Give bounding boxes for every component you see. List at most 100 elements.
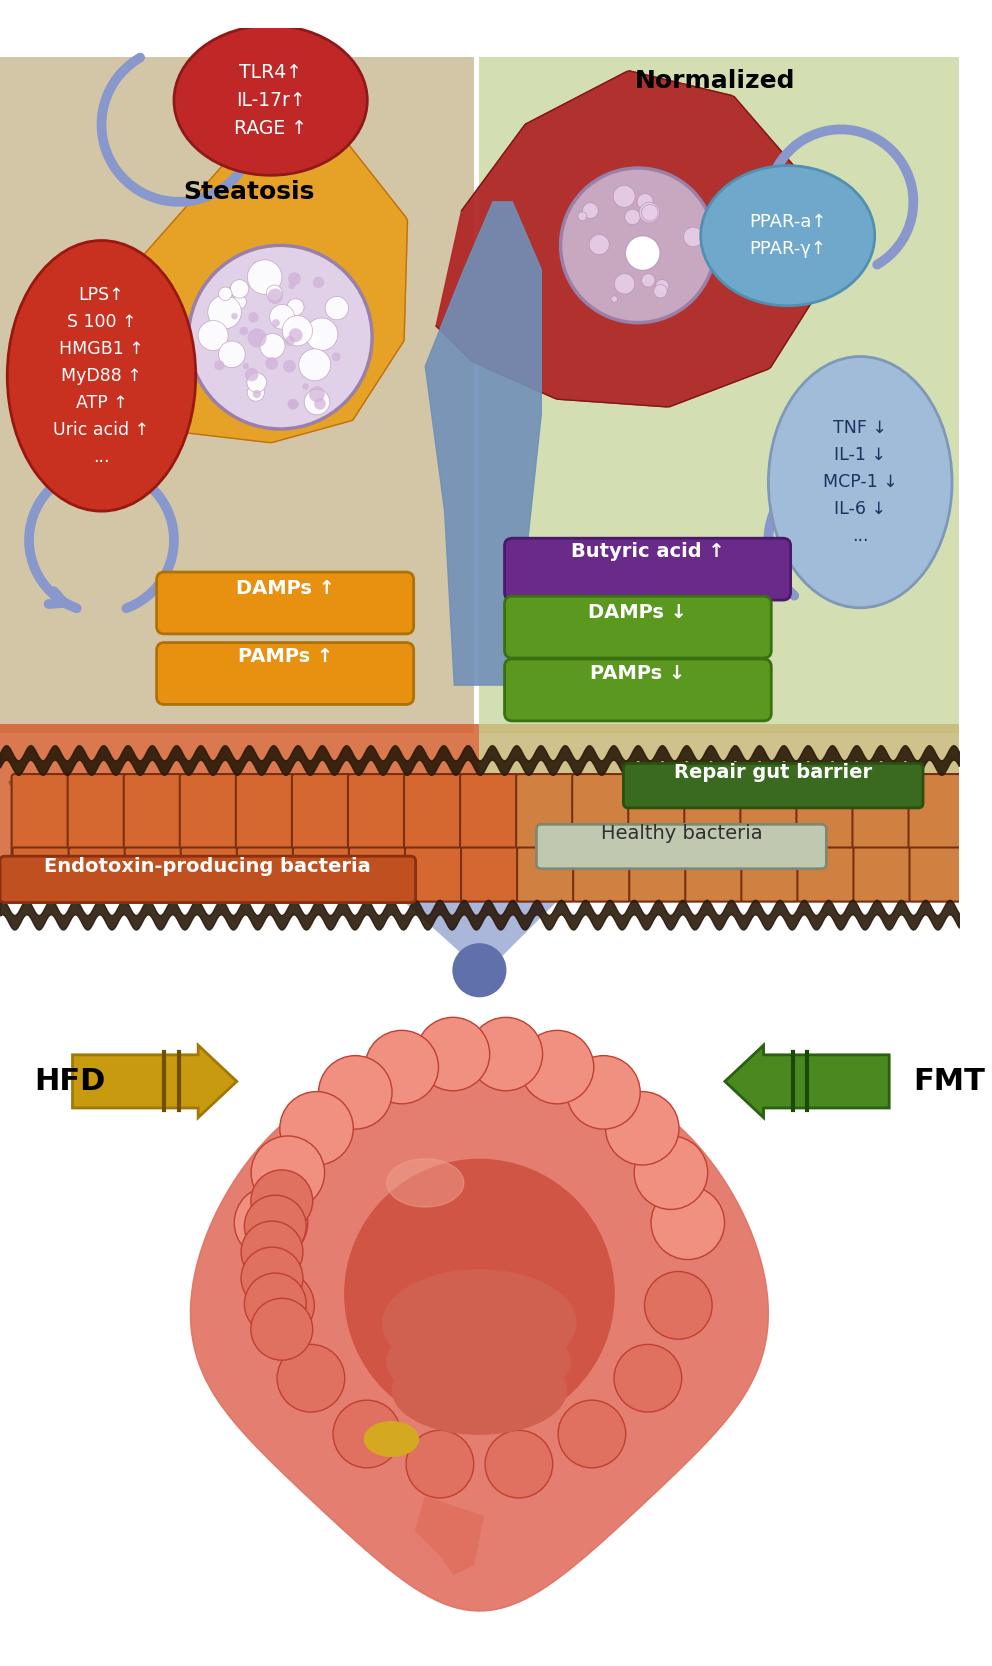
Polygon shape	[416, 1498, 483, 1574]
Circle shape	[285, 337, 295, 345]
Circle shape	[247, 260, 282, 295]
FancyBboxPatch shape	[67, 775, 127, 871]
FancyBboxPatch shape	[740, 775, 800, 871]
FancyBboxPatch shape	[292, 775, 351, 871]
Circle shape	[70, 803, 87, 820]
Circle shape	[251, 1170, 312, 1231]
FancyBboxPatch shape	[0, 856, 416, 903]
Text: PAMPs ↓: PAMPs ↓	[590, 665, 685, 683]
Polygon shape	[454, 1328, 570, 1396]
Text: Healthy bacteria: Healthy bacteria	[600, 823, 762, 843]
Polygon shape	[436, 72, 822, 407]
Ellipse shape	[174, 25, 367, 175]
Circle shape	[485, 1431, 553, 1498]
Circle shape	[265, 357, 278, 370]
Circle shape	[288, 398, 299, 410]
Ellipse shape	[266, 835, 293, 846]
Polygon shape	[479, 57, 959, 733]
Circle shape	[270, 305, 295, 330]
Ellipse shape	[319, 795, 339, 808]
Polygon shape	[367, 868, 589, 956]
Circle shape	[288, 272, 301, 285]
Circle shape	[642, 205, 658, 222]
Circle shape	[195, 843, 206, 853]
Circle shape	[244, 1273, 307, 1334]
FancyBboxPatch shape	[12, 775, 70, 871]
FancyBboxPatch shape	[573, 848, 630, 901]
Ellipse shape	[166, 826, 203, 840]
Ellipse shape	[543, 810, 574, 825]
Circle shape	[305, 390, 329, 415]
Circle shape	[244, 1195, 307, 1258]
Text: Endotoxin-producing bacteria: Endotoxin-producing bacteria	[45, 858, 371, 876]
Ellipse shape	[400, 840, 424, 848]
Circle shape	[452, 943, 507, 998]
Ellipse shape	[685, 780, 709, 795]
Circle shape	[614, 273, 635, 293]
FancyBboxPatch shape	[741, 848, 799, 901]
Circle shape	[115, 828, 125, 838]
Circle shape	[560, 168, 715, 323]
Ellipse shape	[596, 783, 622, 793]
Circle shape	[625, 210, 640, 225]
FancyBboxPatch shape	[623, 763, 923, 808]
FancyBboxPatch shape	[13, 848, 69, 901]
Circle shape	[245, 368, 258, 382]
Ellipse shape	[286, 823, 316, 838]
Circle shape	[625, 235, 660, 270]
Polygon shape	[89, 133, 408, 443]
FancyBboxPatch shape	[460, 775, 519, 871]
Circle shape	[260, 333, 285, 358]
Ellipse shape	[339, 828, 368, 846]
Ellipse shape	[481, 823, 505, 831]
FancyBboxPatch shape	[237, 848, 294, 901]
FancyBboxPatch shape	[684, 775, 743, 871]
Circle shape	[218, 342, 245, 368]
Circle shape	[314, 398, 325, 410]
Circle shape	[892, 793, 908, 808]
Circle shape	[333, 1399, 401, 1468]
Circle shape	[318, 1056, 392, 1130]
Circle shape	[384, 793, 396, 805]
Text: HFD: HFD	[34, 1066, 105, 1096]
Circle shape	[789, 788, 806, 805]
Text: DAMPs ↓: DAMPs ↓	[588, 603, 687, 621]
Circle shape	[605, 1091, 679, 1165]
Ellipse shape	[140, 796, 175, 811]
Ellipse shape	[896, 808, 930, 821]
Ellipse shape	[693, 800, 714, 813]
Circle shape	[283, 360, 296, 373]
Circle shape	[469, 1018, 543, 1091]
Circle shape	[230, 280, 249, 298]
FancyBboxPatch shape	[516, 775, 575, 871]
Bar	[0, 723, 479, 868]
Ellipse shape	[587, 795, 613, 816]
Ellipse shape	[800, 828, 826, 845]
FancyBboxPatch shape	[236, 775, 295, 871]
Ellipse shape	[755, 801, 783, 811]
Circle shape	[253, 390, 261, 398]
Circle shape	[654, 285, 667, 298]
Circle shape	[387, 803, 401, 816]
Polygon shape	[387, 1328, 503, 1396]
Circle shape	[188, 245, 372, 428]
Circle shape	[325, 297, 348, 320]
Circle shape	[268, 288, 283, 305]
FancyBboxPatch shape	[68, 848, 126, 901]
Ellipse shape	[66, 838, 105, 853]
Ellipse shape	[739, 838, 763, 851]
Circle shape	[558, 1399, 626, 1468]
Circle shape	[248, 328, 267, 348]
FancyBboxPatch shape	[293, 848, 350, 901]
FancyBboxPatch shape	[505, 660, 772, 721]
FancyBboxPatch shape	[517, 848, 574, 901]
Circle shape	[303, 383, 309, 390]
FancyBboxPatch shape	[125, 848, 182, 901]
Circle shape	[61, 795, 80, 815]
FancyBboxPatch shape	[628, 775, 687, 871]
Ellipse shape	[338, 830, 357, 845]
Circle shape	[637, 193, 653, 210]
Circle shape	[247, 373, 267, 392]
Circle shape	[645, 1271, 712, 1339]
FancyArrow shape	[72, 1045, 237, 1118]
